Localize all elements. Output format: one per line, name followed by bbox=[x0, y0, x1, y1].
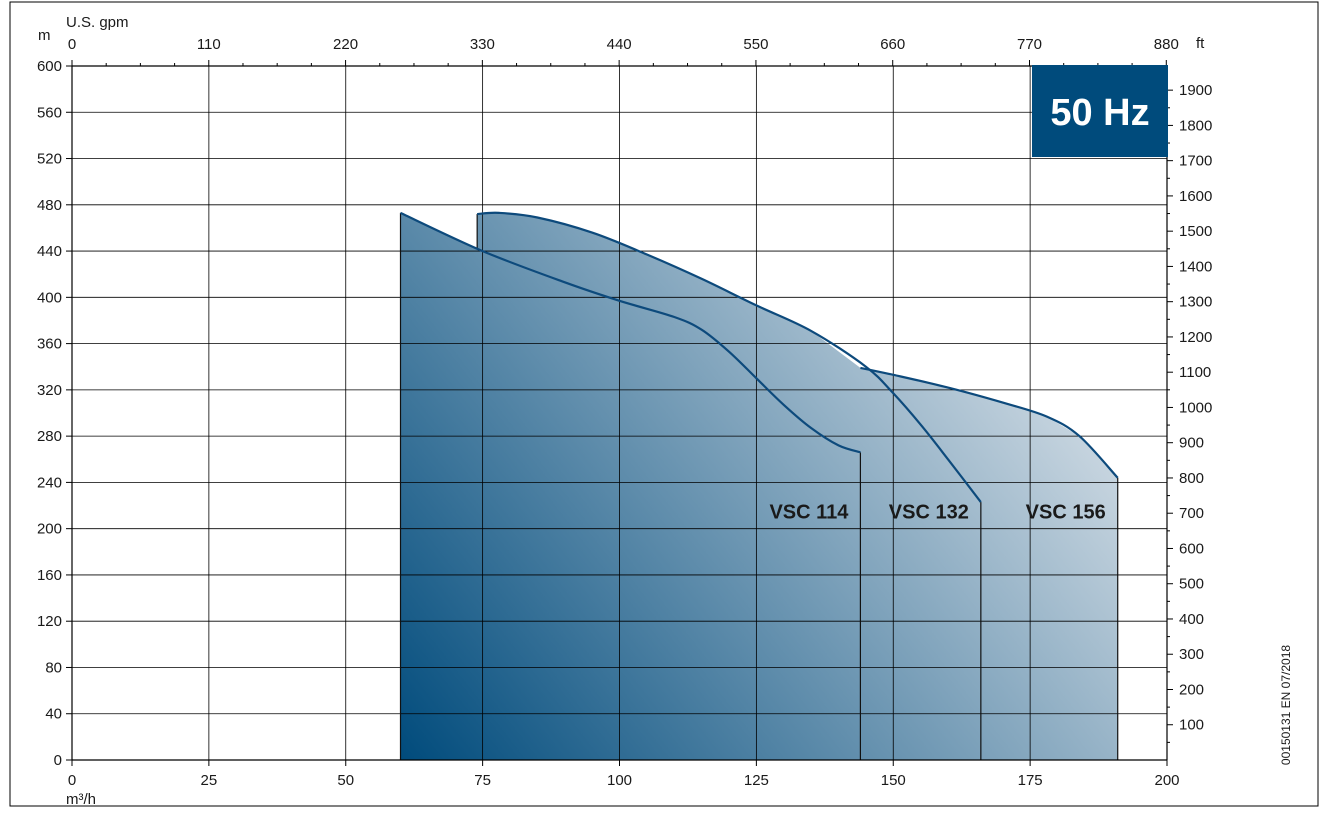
grid-layer bbox=[72, 65, 1168, 760]
x-tick-label: 175 bbox=[1018, 772, 1043, 789]
y2-tick-label: 1700 bbox=[1179, 153, 1212, 170]
y-tick-label: 80 bbox=[45, 659, 62, 676]
series-label-vsc-156: VSC 156 bbox=[1026, 502, 1106, 524]
y2-tick-label: 1100 bbox=[1179, 364, 1211, 381]
y-tick-label: 600 bbox=[37, 58, 62, 75]
y-tick-label: 0 bbox=[54, 752, 62, 769]
y-tick-label: 400 bbox=[37, 289, 62, 306]
y2-tick-label: 1900 bbox=[1179, 82, 1212, 99]
y2-tick-label: 1800 bbox=[1179, 117, 1212, 134]
x-tick-label: 150 bbox=[881, 772, 906, 789]
label-layer: 0 25 50 75 100 125 150 175 200 0 110 220 330 440 550 66… bbox=[37, 36, 1212, 789]
curve-vsc-156 bbox=[860, 366, 1119, 479]
y2-tick-label: 300 bbox=[1179, 646, 1204, 663]
x2-tick-label: 110 bbox=[197, 36, 221, 53]
series-label-vsc-132: VSC 132 bbox=[889, 502, 969, 524]
y2-tick-label: 1600 bbox=[1179, 188, 1212, 205]
y-tick-label: 560 bbox=[37, 104, 62, 121]
y2-tick-label: 500 bbox=[1179, 576, 1204, 593]
x2-tick-label: 770 bbox=[1017, 36, 1042, 53]
frequency-badge-label: 50 Hz bbox=[1050, 92, 1149, 134]
curve-layer bbox=[399, 211, 1119, 760]
x-tick-label: 0 bbox=[68, 772, 76, 789]
y-tick-label: 120 bbox=[37, 613, 62, 630]
document-code: 00150131 EN 07/2018 bbox=[1279, 645, 1293, 765]
operating-range-area bbox=[400, 212, 1118, 760]
y-tick-label: 360 bbox=[37, 336, 62, 353]
y2-tick-label: 700 bbox=[1179, 505, 1204, 522]
outer-frame bbox=[9, 1, 1319, 807]
frequency-badge bbox=[1032, 65, 1168, 157]
y2-tick-label: 1500 bbox=[1179, 223, 1212, 240]
y2-axis-unit: ft bbox=[1196, 35, 1205, 52]
x-axis-unit: m³/h bbox=[66, 791, 96, 808]
y2-tick-label: 600 bbox=[1179, 540, 1204, 557]
curve-vsc-132 bbox=[477, 211, 982, 503]
x2-tick-label: 330 bbox=[470, 36, 495, 53]
y2-tick-label: 200 bbox=[1179, 681, 1204, 698]
y2-tick-label: 400 bbox=[1179, 611, 1204, 628]
x-tick-label: 200 bbox=[1154, 772, 1179, 789]
y-tick-label: 280 bbox=[37, 428, 62, 445]
x2-tick-label: 0 bbox=[68, 36, 76, 53]
y2-tick-label: 1400 bbox=[1179, 258, 1212, 275]
y2-tick-label: 1300 bbox=[1179, 294, 1212, 311]
x-tick-label: 50 bbox=[337, 772, 354, 789]
y-tick-label: 320 bbox=[37, 382, 62, 399]
y-tick-label: 440 bbox=[37, 243, 62, 260]
area-layer bbox=[400, 212, 1118, 760]
axis-layer bbox=[66, 60, 1173, 766]
y2-tick-label: 900 bbox=[1179, 435, 1204, 452]
y-tick-label: 160 bbox=[37, 567, 62, 584]
y2-tick-label: 800 bbox=[1179, 470, 1204, 487]
x-tick-label: 100 bbox=[607, 772, 632, 789]
y-tick-label: 520 bbox=[37, 151, 62, 168]
y-tick-label: 40 bbox=[45, 706, 62, 723]
x-tick-label: 75 bbox=[474, 772, 491, 789]
curve-vsc-114 bbox=[400, 211, 861, 454]
x2-tick-label: 220 bbox=[333, 36, 358, 53]
x-tick-label: 25 bbox=[201, 772, 218, 789]
x2-tick-label: 550 bbox=[743, 36, 768, 53]
x2-tick-label: 440 bbox=[607, 36, 632, 53]
y-tick-label: 240 bbox=[37, 474, 62, 491]
y-tick-label: 200 bbox=[37, 521, 62, 538]
x2-tick-label: 660 bbox=[880, 36, 905, 53]
y2-tick-label: 1000 bbox=[1179, 399, 1212, 416]
y-axis-unit: m bbox=[38, 27, 51, 44]
y2-tick-label: 100 bbox=[1179, 717, 1204, 734]
x2-axis-unit: U.S. gpm bbox=[66, 14, 129, 31]
y2-tick-label: 1200 bbox=[1179, 329, 1212, 346]
x2-tick-label: 880 bbox=[1154, 36, 1179, 53]
y-tick-label: 480 bbox=[37, 197, 62, 214]
series-label-vsc-114: VSC 114 bbox=[769, 502, 849, 524]
x-tick-label: 125 bbox=[744, 772, 769, 789]
